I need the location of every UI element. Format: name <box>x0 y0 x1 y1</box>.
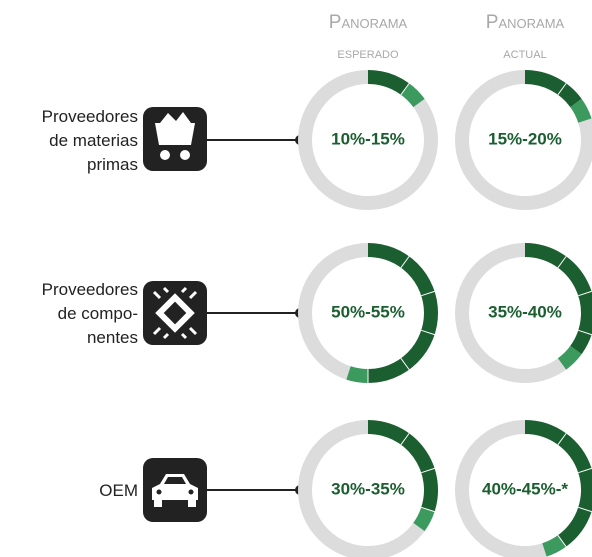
segment-divider <box>421 467 435 474</box>
donut-label: 15%-20% <box>488 129 562 148</box>
row-label: Proveedores <box>42 107 138 126</box>
segment-divider <box>400 83 410 95</box>
segment-divider <box>578 290 592 297</box>
row-label: de compo- <box>58 304 138 323</box>
donut-high <box>346 366 369 383</box>
row-label: nentes <box>87 328 138 347</box>
column-header: esperado <box>337 45 399 62</box>
donut-high <box>413 507 435 532</box>
row-label: OEM <box>99 481 138 500</box>
donut-low <box>367 70 410 95</box>
segment-divider <box>421 290 435 297</box>
donut-low <box>367 420 438 512</box>
donut-low <box>524 243 592 355</box>
donut-label: 35%-40% <box>488 302 562 321</box>
segment-divider <box>400 256 410 268</box>
row-label: de materias <box>49 131 138 150</box>
column-header: actual <box>503 45 546 62</box>
donut-high <box>400 83 425 108</box>
segment-divider <box>578 506 592 513</box>
segment-divider <box>400 358 410 370</box>
row-label: primas <box>87 155 138 174</box>
donut-label: 50%-55% <box>331 302 405 321</box>
segment-divider <box>400 433 410 445</box>
donut-high <box>542 535 567 557</box>
donut-high <box>570 98 592 123</box>
segment-divider <box>578 467 592 474</box>
segment-divider <box>578 329 592 336</box>
donut-label: 40%-45%-* <box>482 479 568 498</box>
segment-divider <box>421 329 435 336</box>
segment-divider <box>421 506 435 513</box>
icon-car <box>143 458 207 522</box>
donut-label: 10%-15% <box>331 129 405 148</box>
icon-cart <box>143 107 207 171</box>
column-header: Panorama <box>486 12 565 33</box>
donut-low <box>367 243 438 383</box>
icon-chip <box>143 281 207 345</box>
donut-high <box>557 345 582 370</box>
segment-divider <box>557 83 567 95</box>
segment-divider <box>557 256 567 268</box>
segment-divider <box>557 433 567 445</box>
donut-low <box>524 70 582 108</box>
row-label: Proveedores <box>42 280 138 299</box>
segment-divider <box>557 535 567 547</box>
column-header: Panorama <box>329 12 408 33</box>
donut-label: 30%-35% <box>331 479 405 498</box>
